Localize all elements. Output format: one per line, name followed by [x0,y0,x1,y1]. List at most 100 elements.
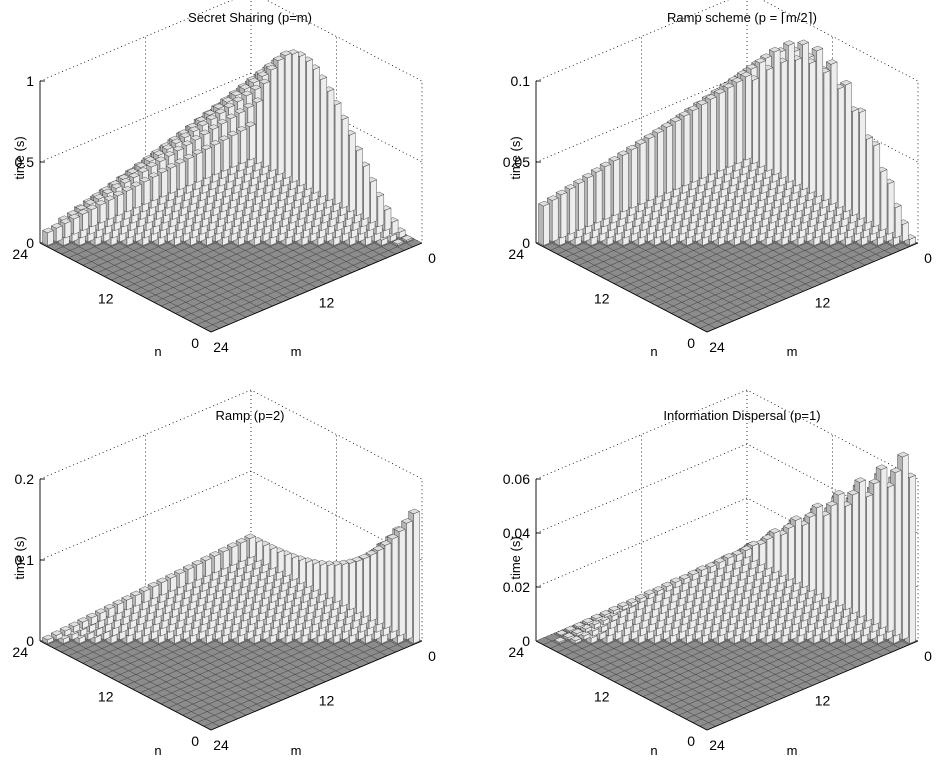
bar-front-face [306,58,313,191]
bar-front-face [766,67,774,172]
bar-front-face [802,42,809,191]
bar-front-face [384,542,392,629]
bar-top-face [223,102,236,108]
z-gridline [39,72,423,163]
bar-front-face [270,67,278,172]
bar-front-face [256,99,263,165]
bar-front-face [231,544,239,566]
bar-front-face [377,548,384,626]
bar-top-face [145,161,158,168]
bar-top-face [240,90,253,97]
bars [42,49,413,246]
bar-top-face [272,55,285,61]
bar-front-face [391,536,399,633]
z-axis-label: time (s) [12,136,27,179]
bar-top-face [239,84,252,90]
bar-front-face [795,57,802,187]
bar-top-face [248,77,260,84]
bar-front-face [214,142,221,176]
bar-front-face [356,559,363,615]
bar-front-face [736,79,743,165]
z-tick-label: 0.2 [15,471,35,487]
bar-front-face [196,151,203,183]
bar-front-face [152,174,160,202]
bar-top-face [235,126,248,132]
bar-front-face [543,203,550,246]
bar-front-face [327,563,335,600]
bar-top-face [392,238,404,245]
bar-front-face [613,158,620,217]
bar-front-face [569,186,576,235]
bar-front-face [370,552,377,622]
n-axis-label: n [650,344,657,359]
bar-front-face [595,169,603,224]
bar [401,235,413,243]
bar-top-face [256,71,269,77]
bar-top-face [163,151,176,157]
bar-front-face [313,561,320,592]
bar-front-face [161,170,168,198]
bar-front-face [91,207,98,228]
bar-top-face [198,129,211,136]
bar-front-face [277,549,285,574]
n-axis-label: n [154,344,161,359]
bar-front-face [745,74,752,161]
z-tick-label: 1 [26,73,34,89]
bar-top-face [189,135,202,141]
bar-front-face [299,557,306,585]
bar-top-face [217,135,230,141]
bar-top-face [207,124,220,130]
bar-top-face [225,113,237,119]
bar-front-face [852,108,859,217]
bar-front-face [701,102,708,180]
bar-front-face [240,540,247,563]
bar-front-face [135,183,142,209]
chart-title: Ramp (p=2) [216,408,285,423]
bar-top-face [209,140,221,146]
bar-front-face [306,559,313,589]
bar-front-face [292,51,299,183]
bar-top-face [179,132,192,138]
bar [42,227,54,246]
bar-top-face [214,108,227,114]
bar-front-face [631,147,638,209]
subplot-ramp-p2: Ramp (p=2) time (s) n m 00.10.2241200122… [12,389,436,758]
m-tick-label: 12 [319,295,335,311]
bar-front-face [108,197,116,220]
bar-front-face [73,216,80,235]
bar-front-face [560,192,568,239]
bar-top-face [216,118,228,125]
m-axis-label: m [787,344,798,359]
bars [42,508,420,644]
bar-front-face [205,147,212,180]
bar-top-face [230,90,243,97]
bar-front-face [830,61,838,205]
bar-front-face [349,561,356,611]
subplot-ramp-scheme: Ramp scheme (p = ⌈m/2⌉) time (s) n m 00.… [503,0,932,359]
bar-front-face [809,60,816,194]
bar-front-face [604,164,612,220]
bar-front-face [413,511,420,644]
bar-top-face [154,156,167,162]
bar-top-face [195,116,208,122]
bar-top-face [204,110,216,116]
bar-top-face [177,129,190,135]
m-tick-label: 24 [213,339,229,355]
bar-front-face [263,81,270,168]
bar-front-face [823,70,831,202]
bar-front-face [781,60,788,180]
bar-top-face [191,149,204,155]
bar-front-face [719,91,726,172]
m-tick-label: 24 [709,339,725,355]
bar-top-face [156,167,169,174]
n-tick-label: 0 [191,335,199,351]
bar-top-face [244,121,257,127]
bar-front-face [240,128,247,165]
bar-front-face [223,549,230,570]
bar-front-face [256,539,263,563]
bar-front-face [845,82,852,213]
bar-front-face [334,563,342,603]
